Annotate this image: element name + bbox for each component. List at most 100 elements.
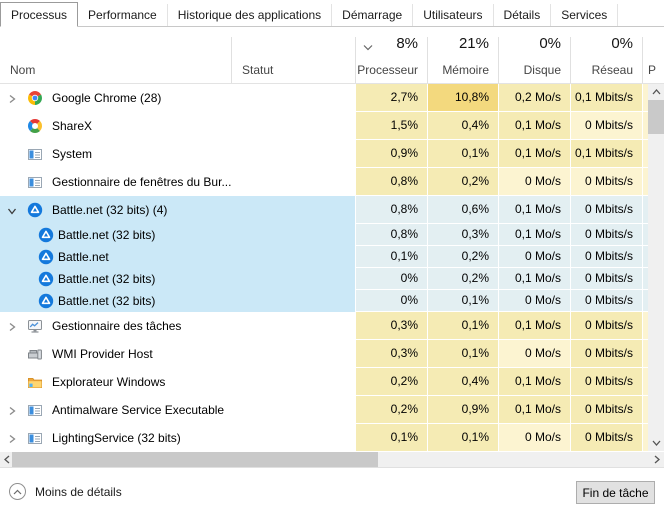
tab-details[interactable]: Détails	[494, 4, 552, 26]
process-row[interactable]: System 0,9% 0,1% 0,1 Mo/s 0,1 Mbits/s	[0, 140, 648, 168]
tab-performance[interactable]: Performance	[78, 4, 168, 26]
tab-utilisateurs[interactable]: Utilisateurs	[413, 4, 494, 26]
disk-cell: 0 Mo/s	[498, 246, 570, 268]
process-row[interactable]: Battle.net (32 bits) 0% 0,2% 0,1 Mo/s 0 Mbit…	[0, 268, 648, 290]
scroll-left-icon[interactable]	[0, 452, 14, 467]
network-cell: 0 Mbits/s	[570, 112, 642, 140]
column-separator	[231, 37, 232, 83]
partial-column-cell	[642, 312, 648, 340]
partial-column-cell	[642, 168, 648, 196]
cpu-cell: 0,8%	[355, 196, 427, 224]
process-row[interactable]: Antimalware Service Executable 0,2% 0,9% 0,…	[0, 396, 648, 424]
disk-cell: 0 Mo/s	[498, 168, 570, 196]
window-icon	[27, 146, 43, 162]
process-name-cell: Battle.net (32 bits)	[0, 290, 355, 312]
less-details-toggle[interactable]: Moins de détails	[9, 483, 122, 500]
partial-column-cell	[642, 112, 648, 140]
battlenet-icon	[38, 293, 54, 309]
cpu-cell: 0,1%	[355, 424, 427, 451]
column-label-cpu: Processeur	[357, 63, 418, 77]
partial-column-cell	[642, 290, 648, 312]
scroll-down-icon[interactable]	[648, 435, 664, 451]
tab-historique-applications[interactable]: Historique des applications	[168, 4, 333, 26]
process-row[interactable]: Battle.net (32 bits) 0% 0,1% 0 Mo/s 0 Mbits/…	[0, 290, 648, 312]
network-cell: 0 Mbits/s	[570, 196, 642, 224]
process-name-cell: Battle.net	[0, 246, 355, 268]
process-name: Battle.net (32 bits) (4)	[52, 203, 168, 217]
collapse-chevron-icon[interactable]	[7, 205, 17, 215]
expand-chevron-icon[interactable]	[7, 405, 17, 416]
process-row[interactable]: WMI Provider Host 0,3% 0,1% 0 Mo/s 0 Mbits/s	[0, 340, 648, 368]
disk-cell: 0,1 Mo/s	[498, 396, 570, 424]
network-cell: 0 Mbits/s	[570, 290, 642, 312]
tab-demarrage[interactable]: Démarrage	[332, 4, 414, 26]
status-bar: Moins de détails Fin de tâche	[0, 467, 664, 516]
process-name-cell: Battle.net (32 bits)	[0, 224, 355, 246]
expand-chevron-icon[interactable]	[7, 93, 17, 104]
tab-processus[interactable]: Processus	[0, 2, 79, 27]
memory-cell: 0,6%	[427, 196, 498, 224]
column-header-memory[interactable]: 21% Mémoire	[427, 27, 498, 83]
memory-cell: 0,1%	[427, 140, 498, 168]
end-task-button[interactable]: Fin de tâche	[576, 481, 655, 504]
process-row[interactable]: LightingService (32 bits) 0,1% 0,1% 0 Mo/s 0…	[0, 424, 648, 451]
process-name: ShareX	[52, 119, 93, 133]
vertical-scrollbar-thumb[interactable]	[648, 100, 664, 134]
vertical-scrollbar[interactable]	[648, 84, 664, 451]
less-details-label: Moins de détails	[35, 484, 122, 499]
process-name: System	[52, 147, 93, 161]
scroll-up-icon[interactable]	[648, 84, 664, 100]
process-row[interactable]: ShareX 1,5% 0,4% 0,1 Mo/s 0 Mbits/s	[0, 112, 648, 140]
process-row[interactable]: Google Chrome (28) 2,7% 10,8% 0,2 Mo/s 0,1 M…	[0, 84, 648, 112]
process-row[interactable]: Battle.net (32 bits) (4) 0,8% 0,6% 0,1 Mo/s…	[0, 196, 648, 224]
horizontal-scrollbar[interactable]	[0, 452, 664, 467]
expand-chevron-icon[interactable]	[7, 321, 17, 332]
cpu-cell: 0,2%	[355, 396, 427, 424]
process-name: Battle.net	[58, 250, 109, 264]
taskmanager-icon	[27, 318, 43, 334]
battlenet-icon	[38, 271, 54, 287]
expand-chevron-icon[interactable]	[7, 433, 17, 444]
column-header-name[interactable]: Nom	[10, 63, 36, 77]
column-header-network[interactable]: 0% Réseau	[570, 27, 642, 83]
process-name-cell: System	[0, 140, 355, 168]
tab-services[interactable]: Services	[551, 4, 619, 26]
process-name: Gestionnaire des tâches	[52, 319, 182, 333]
partial-column-cell	[642, 140, 648, 168]
column-header-status[interactable]: Statut	[242, 63, 274, 77]
horizontal-scrollbar-thumb[interactable]	[12, 452, 378, 467]
window-icon	[27, 402, 43, 418]
column-header-cpu[interactable]: 8% Processeur	[355, 27, 427, 83]
process-row[interactable]: Battle.net 0,1% 0,2% 0 Mo/s 0 Mbits/s	[0, 246, 648, 268]
battlenet-icon	[38, 249, 54, 265]
column-header-partial[interactable]: P	[648, 63, 657, 77]
process-row[interactable]: Gestionnaire de fenêtres du Bur... 0,8% 0,…	[0, 168, 648, 196]
process-row[interactable]: Gestionnaire des tâches 0,3% 0,1% 0,1 Mo/s 0…	[0, 312, 648, 340]
scroll-right-icon[interactable]	[650, 452, 664, 467]
process-name: Antimalware Service Executable	[52, 403, 225, 417]
partial-column-cell	[642, 246, 648, 268]
partial-column-cell	[642, 340, 648, 368]
memory-cell: 0,4%	[427, 368, 498, 396]
column-header-disk[interactable]: 0% Disque	[498, 27, 570, 83]
end-task-label: Fin de tâche	[582, 485, 649, 500]
memory-cell: 0,1%	[427, 290, 498, 312]
memory-cell: 0,2%	[427, 246, 498, 268]
memory-cell: 0,1%	[427, 424, 498, 451]
cpu-cell: 0,8%	[355, 224, 427, 246]
process-name: Battle.net (32 bits)	[58, 272, 156, 286]
chrome-icon	[27, 90, 43, 106]
disk-cell: 0,1 Mo/s	[498, 268, 570, 290]
memory-cell: 10,8%	[427, 84, 498, 112]
explorer-icon	[27, 374, 43, 390]
disk-cell: 0 Mo/s	[498, 290, 570, 312]
process-name: Explorateur Windows	[52, 375, 166, 389]
process-row[interactable]: Battle.net (32 bits) 0,8% 0,3% 0,1 Mo/s 0 Mb…	[0, 224, 648, 246]
process-name: Google Chrome (28)	[52, 91, 162, 105]
process-name-cell: Google Chrome (28)	[0, 84, 355, 112]
process-row[interactable]: Explorateur Windows 0,2% 0,4% 0,1 Mo/s 0 Mbi…	[0, 368, 648, 396]
memory-cell: 0,1%	[427, 340, 498, 368]
cpu-cell: 0,9%	[355, 140, 427, 168]
partial-column-cell	[642, 396, 648, 424]
